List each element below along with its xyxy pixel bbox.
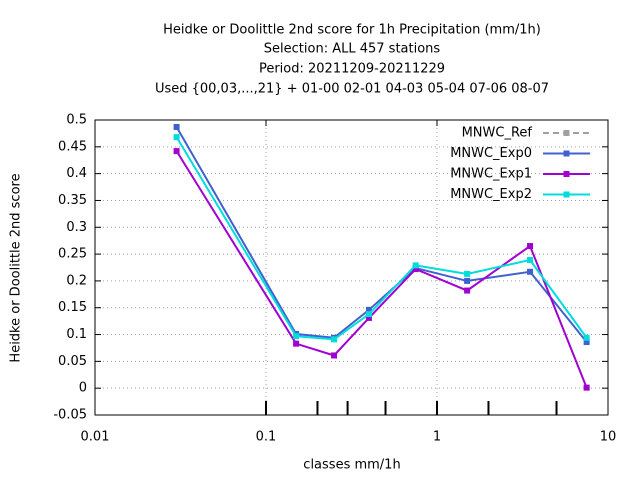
chart-subtitle: Selection: ALL 457 stations	[264, 42, 441, 57]
series-marker	[464, 270, 471, 277]
legend-label: MNWC_Ref	[462, 126, 533, 141]
x-axis-label: classes mm/1h	[303, 458, 400, 473]
series-marker	[331, 336, 338, 343]
y-tick-label: 0.45	[58, 139, 87, 154]
series-marker	[583, 334, 590, 341]
series-marker	[173, 123, 180, 130]
series-line	[175, 150, 588, 389]
series-marker	[365, 311, 372, 318]
legend-label: MNWC_Exp1	[450, 167, 532, 182]
series-marker	[173, 134, 180, 141]
x-tick-label: 0.1	[256, 430, 277, 445]
series-marker	[293, 333, 300, 340]
series-marker	[464, 277, 471, 284]
y-tick-label: 0	[79, 381, 87, 396]
x-tick-label: 1	[433, 430, 441, 445]
y-tick-label: 0.4	[66, 166, 87, 181]
legend-marker	[563, 171, 570, 177]
series-marker	[527, 243, 534, 250]
legend-label: MNWC_Exp2	[450, 187, 532, 202]
series-marker	[527, 268, 534, 275]
y-tick-label: 0.2	[66, 273, 87, 288]
y-tick-label: 0.3	[66, 220, 87, 235]
legend-marker	[563, 150, 570, 157]
y-tick-label: 0.25	[58, 247, 87, 262]
y-tick-label: 0.1	[66, 327, 87, 342]
series-marker	[412, 262, 419, 269]
series-marker	[331, 352, 338, 359]
y-axis-label: Heidke or Doolittle 2nd score	[9, 173, 24, 362]
legend-marker	[563, 130, 570, 136]
legend-label: MNWC_Exp0	[450, 146, 532, 161]
y-tick-label: -0.05	[53, 408, 87, 423]
series-marker	[173, 148, 180, 155]
series-marker	[365, 314, 372, 321]
chart-subtitle: Period: 20211209-20211229	[259, 62, 445, 77]
chart-subtitle: Used {00,03,...,21} + 01-00 02-01 04-03 …	[155, 82, 549, 97]
x-tick-label: 10	[600, 430, 617, 445]
series-marker	[527, 256, 534, 263]
y-tick-label: 0.05	[58, 354, 87, 369]
series-marker	[293, 340, 300, 347]
y-tick-label: 0.15	[58, 300, 87, 315]
y-tick-label: 0.5	[66, 113, 87, 128]
series-marker	[412, 266, 419, 273]
series-marker	[464, 287, 471, 294]
x-tick-label: 0.01	[81, 430, 110, 445]
plot-frame	[94, 119, 609, 416]
series-marker	[583, 339, 590, 346]
chart-title: Heidke or Doolittle 2nd score for 1h Pre…	[163, 23, 541, 38]
y-tick-label: 0.35	[58, 193, 87, 208]
legend-marker	[563, 191, 570, 198]
series-marker	[583, 384, 590, 391]
series-line	[175, 136, 588, 341]
series-marker	[365, 306, 372, 313]
